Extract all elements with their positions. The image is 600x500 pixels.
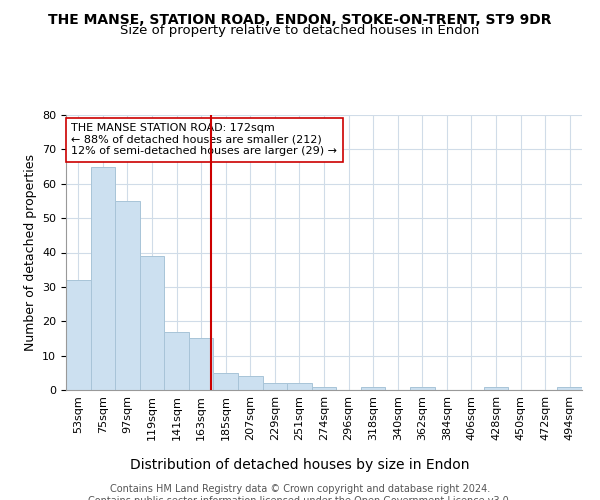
Text: Size of property relative to detached houses in Endon: Size of property relative to detached ho… [121, 24, 479, 37]
Bar [214, 373, 238, 390]
Bar [164, 332, 189, 390]
Bar [115, 201, 140, 390]
Bar [410, 386, 434, 390]
Y-axis label: Number of detached properties: Number of detached properties [23, 154, 37, 351]
Bar [361, 386, 385, 390]
Bar [189, 338, 214, 390]
Bar [238, 376, 263, 390]
Text: Contains HM Land Registry data © Crown copyright and database right 2024.
Contai: Contains HM Land Registry data © Crown c… [88, 484, 512, 500]
Bar [484, 386, 508, 390]
Bar [557, 386, 582, 390]
Bar [91, 166, 115, 390]
Bar [66, 280, 91, 390]
Text: Distribution of detached houses by size in Endon: Distribution of detached houses by size … [130, 458, 470, 471]
Bar [140, 256, 164, 390]
Bar [263, 383, 287, 390]
Bar [287, 383, 312, 390]
Text: THE MANSE STATION ROAD: 172sqm
← 88% of detached houses are smaller (212)
12% of: THE MANSE STATION ROAD: 172sqm ← 88% of … [71, 123, 337, 156]
Text: THE MANSE, STATION ROAD, ENDON, STOKE-ON-TRENT, ST9 9DR: THE MANSE, STATION ROAD, ENDON, STOKE-ON… [48, 12, 552, 26]
Bar [312, 386, 336, 390]
